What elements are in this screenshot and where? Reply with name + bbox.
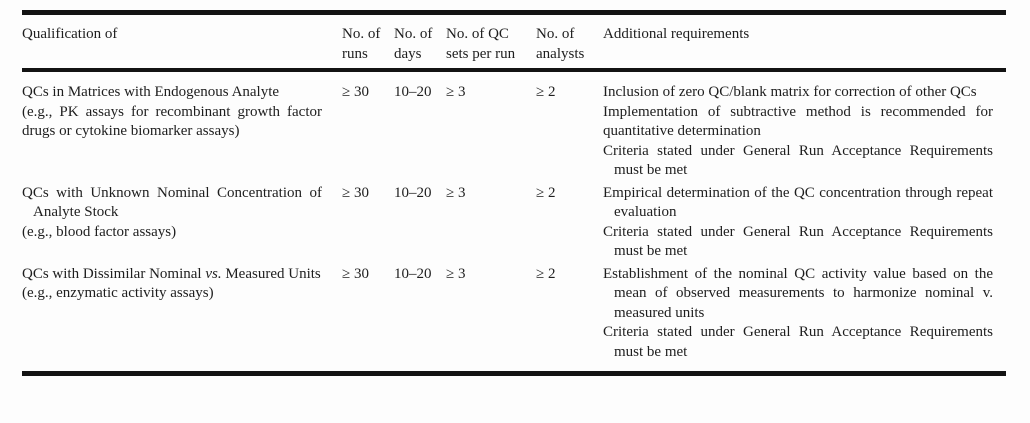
analysts-cell: ≥ 2 [536, 184, 556, 201]
title-text: QCs with Dissimilar Nominal [22, 265, 206, 282]
qualification-example: (e.g., blood factor assays) [22, 223, 177, 240]
qualification-title: QCs in Matrices with Endogenous Analyte [22, 83, 322, 103]
title-text: Measured Units [221, 265, 321, 282]
additional-requirements-cell: Establishment of the nominal QC activity… [603, 262, 1006, 374]
analysts-cell: ≥ 2 [536, 265, 556, 282]
column-header-additional: Additional requirements [603, 12, 1006, 72]
runs-cell: ≥ 30 [342, 184, 369, 201]
requirement-item: Establishment of the nominal QC activity… [603, 265, 993, 321]
table-body: QCs in Matrices with Endogenous Analyte (… [22, 70, 1006, 374]
italic-text: vs. [205, 265, 222, 282]
qualification-title: QCs with Unknown Nominal Concentration o… [22, 184, 322, 223]
qc-sets-cell: ≥ 3 [446, 184, 466, 201]
additional-requirements-cell: Empirical determination of the QC concen… [603, 181, 1006, 262]
qc-sets-cell: ≥ 3 [446, 84, 466, 100]
requirement-item: Implementation of subtractive method is … [603, 103, 993, 140]
analysts-cell: ≥ 2 [536, 84, 556, 100]
column-header-runs: No. of runs [342, 12, 394, 72]
requirement-item: Criteria stated under General Run Accept… [603, 223, 993, 260]
additional-requirements-cell: Inclusion of zero QC/blank matrix for co… [603, 70, 1006, 181]
qualification-cell: QCs with Dissimilar Nominal vs. Measured… [22, 262, 342, 374]
requirement-item: Criteria stated under General Run Accept… [603, 142, 993, 179]
qc-sets-cell: ≥ 3 [446, 265, 466, 282]
qc-qualification-table: Qualification of No. of runs No. of days No… [22, 10, 1006, 376]
days-cell: 10–20 [394, 184, 432, 201]
qualification-title: QCs with Dissimilar Nominal vs. Measured… [22, 265, 322, 285]
days-cell: 10–20 [394, 265, 432, 282]
table-row: QCs with Unknown Nominal Concentration o… [22, 181, 1006, 262]
qualification-cell: QCs in Matrices with Endogenous Analyte (… [22, 70, 342, 181]
qualification-example: (e.g., PK assays for recombinant growth … [22, 103, 322, 140]
table-row: QCs in Matrices with Endogenous Analyte (… [22, 70, 1006, 181]
table-row: QCs with Dissimilar Nominal vs. Measured… [22, 262, 1006, 374]
requirement-item: Inclusion of zero QC/blank matrix for co… [603, 84, 977, 100]
title-text: QCs in Matrices with Endogenous Analyte [22, 84, 280, 100]
title-text: QCs with Unknown Nominal Concentration o… [22, 184, 322, 221]
requirement-item: Criteria stated under General Run Accept… [603, 324, 993, 360]
column-header-qualification: Qualification of [22, 12, 342, 72]
runs-cell: ≥ 30 [342, 84, 369, 100]
runs-cell: ≥ 30 [342, 265, 369, 282]
column-header-analysts: No. of analysts [536, 12, 603, 72]
qualification-cell: QCs with Unknown Nominal Concentration o… [22, 181, 342, 262]
column-header-qc-sets: No. of QC sets per run [446, 12, 536, 72]
table-header: Qualification of No. of runs No. of days No… [22, 12, 1006, 72]
column-header-days: No. of days [394, 12, 446, 72]
requirement-item: Empirical determination of the QC concen… [603, 184, 993, 221]
header-row: Qualification of No. of runs No. of days No… [22, 12, 1006, 72]
qualification-example: (e.g., enzymatic activity assays) [22, 285, 214, 301]
days-cell: 10–20 [394, 84, 432, 100]
